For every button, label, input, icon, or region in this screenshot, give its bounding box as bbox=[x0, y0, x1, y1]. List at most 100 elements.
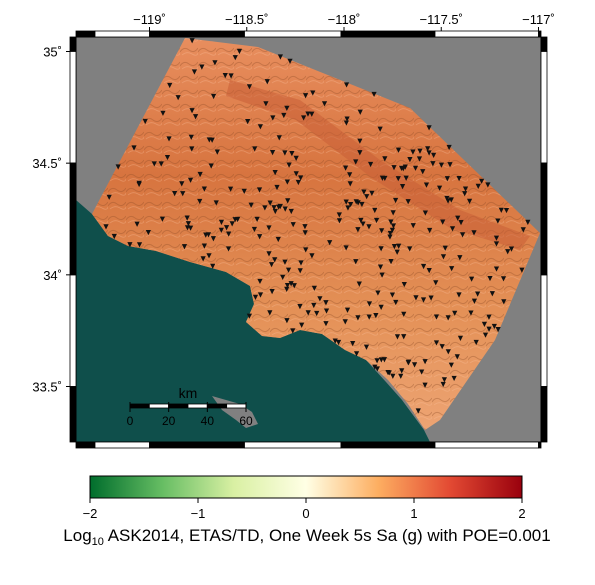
station-marker bbox=[393, 197, 399, 204]
station-marker bbox=[222, 73, 228, 79]
station-marker bbox=[274, 184, 280, 191]
station-marker bbox=[236, 48, 243, 55]
station-marker bbox=[422, 210, 428, 216]
station-marker bbox=[420, 297, 427, 303]
station-marker bbox=[266, 251, 272, 257]
station-marker bbox=[489, 291, 495, 297]
station-marker bbox=[206, 253, 212, 259]
x-tick-label: −117˚ bbox=[522, 12, 555, 27]
y-tick-label: 35˚ bbox=[43, 45, 62, 60]
x-tick-label: −118.5˚ bbox=[225, 12, 269, 27]
station-marker bbox=[248, 202, 254, 208]
station-marker bbox=[305, 310, 311, 316]
station-marker bbox=[375, 290, 381, 296]
station-marker bbox=[277, 203, 283, 210]
station-marker bbox=[426, 125, 432, 131]
station-marker bbox=[257, 234, 263, 240]
station-marker bbox=[311, 285, 317, 291]
station-marker bbox=[415, 408, 421, 414]
station-marker bbox=[401, 311, 407, 317]
station-marker bbox=[411, 362, 418, 368]
ocean-area bbox=[76, 200, 430, 442]
station-marker bbox=[353, 351, 360, 357]
frame-segment bbox=[69, 36, 77, 52]
station-marker bbox=[433, 340, 440, 346]
station-marker bbox=[452, 310, 458, 316]
station-marker bbox=[444, 176, 450, 182]
station-marker bbox=[441, 377, 448, 383]
frame-segment bbox=[149, 441, 245, 449]
station-marker bbox=[187, 225, 194, 231]
station-marker bbox=[269, 150, 276, 156]
station-marker bbox=[275, 236, 281, 243]
station-marker bbox=[210, 93, 217, 100]
scale-bar-segment bbox=[187, 403, 208, 409]
station-marker bbox=[302, 224, 308, 230]
station-marker bbox=[399, 184, 406, 190]
station-marker bbox=[184, 215, 190, 221]
station-marker bbox=[377, 126, 383, 132]
station-marker bbox=[309, 111, 315, 117]
station-marker bbox=[298, 260, 304, 266]
station-marker bbox=[302, 230, 308, 236]
station-marker bbox=[254, 216, 260, 223]
scale-bar-tick-label: 0 bbox=[127, 414, 134, 428]
station-marker bbox=[103, 224, 109, 230]
station-marker bbox=[347, 172, 353, 178]
station-marker bbox=[257, 278, 263, 285]
station-marker bbox=[446, 144, 452, 151]
station-marker bbox=[399, 368, 405, 374]
station-marker bbox=[433, 280, 439, 286]
frame-segment bbox=[340, 30, 436, 38]
station-marker bbox=[257, 124, 263, 130]
station-marker bbox=[388, 219, 394, 225]
hazard-high-band bbox=[226, 80, 530, 250]
station-marker bbox=[264, 79, 270, 85]
caption-subscript: 10 bbox=[92, 536, 104, 548]
station-marker bbox=[468, 310, 474, 316]
station-marker bbox=[367, 161, 374, 168]
station-marker bbox=[416, 156, 423, 162]
station-marker bbox=[391, 165, 397, 171]
station-marker bbox=[197, 171, 203, 178]
x-tick-label: −119˚ bbox=[133, 12, 166, 27]
station-marker bbox=[466, 198, 473, 204]
station-marker bbox=[353, 159, 359, 165]
station-marker bbox=[449, 266, 455, 272]
station-marker bbox=[395, 147, 402, 153]
station-marker bbox=[335, 339, 342, 346]
station-marker bbox=[282, 259, 288, 265]
frame-segment bbox=[69, 51, 77, 164]
station-marker bbox=[159, 216, 165, 222]
station-marker bbox=[388, 259, 394, 265]
frame-segment bbox=[149, 30, 245, 38]
station-marker bbox=[371, 91, 377, 98]
station-marker bbox=[401, 334, 407, 340]
station-marker bbox=[214, 149, 220, 155]
station-marker bbox=[410, 149, 416, 155]
station-marker bbox=[223, 225, 230, 231]
station-marker bbox=[412, 165, 419, 171]
station-marker bbox=[431, 152, 437, 158]
station-marker bbox=[377, 264, 384, 270]
station-marker bbox=[491, 323, 497, 330]
station-marker bbox=[343, 245, 349, 251]
station-marker bbox=[444, 195, 450, 202]
station-marker bbox=[355, 227, 361, 233]
station-marker bbox=[311, 302, 317, 309]
station-marker bbox=[228, 186, 234, 192]
station-marker bbox=[440, 219, 446, 225]
station-marker bbox=[323, 308, 330, 314]
station-marker bbox=[390, 223, 397, 229]
station-marker bbox=[272, 208, 278, 215]
station-marker bbox=[343, 120, 349, 126]
station-marker bbox=[160, 110, 166, 116]
station-marker bbox=[486, 314, 492, 320]
station-marker bbox=[395, 176, 401, 182]
station-marker bbox=[454, 354, 460, 360]
station-marker bbox=[297, 268, 303, 274]
station-marker bbox=[175, 95, 181, 101]
station-marker bbox=[291, 283, 297, 289]
hazard-relief bbox=[92, 38, 540, 430]
station-marker bbox=[210, 236, 217, 242]
